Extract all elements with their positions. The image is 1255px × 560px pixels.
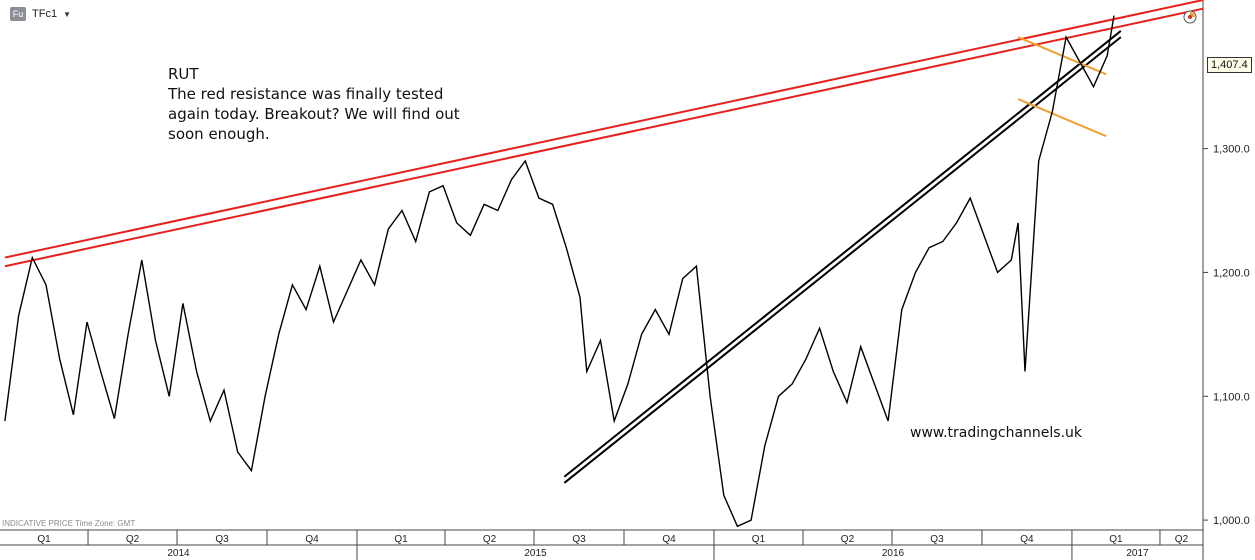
y-tick-label: 1,200.0 <box>1213 267 1250 279</box>
quarter-label: Q3 <box>215 534 229 545</box>
annotation-line-4: soon enough. <box>168 125 270 143</box>
year-label: 2016 <box>882 548 905 559</box>
year-label: 2014 <box>167 548 190 559</box>
quarter-label: Q1 <box>394 534 408 545</box>
support-line <box>563 30 1122 478</box>
resistance-line <box>4 0 1204 259</box>
quarter-label: Q4 <box>305 534 319 545</box>
time-axis: Q1 Q2 Q3 Q4 Q1 Q2 Q3 Q4 Q1 Q2 Q3 Q4 Q1 Q2 2014 2015 2016… <box>37 530 1189 560</box>
symbol-label[interactable]: TFc1 <box>32 8 58 20</box>
last-price-tag: 1,407.4 <box>1207 57 1252 73</box>
quarter-label: Q4 <box>1020 534 1034 545</box>
annotation-line-1: RUT <box>168 65 199 83</box>
quarter-label: Q2 <box>841 534 855 545</box>
flag-line <box>1017 98 1107 138</box>
chart-annotation: RUT The red resistance was finally teste… <box>168 64 460 144</box>
y-tick-label: 1,100.0 <box>1213 391 1250 403</box>
quarter-label: Q1 <box>1109 534 1123 545</box>
quarter-label: Q2 <box>1175 534 1189 545</box>
quarter-label: Q3 <box>572 534 586 545</box>
y-tick-label: 1,000.0 <box>1213 515 1250 527</box>
quarter-label: Q4 <box>662 534 676 545</box>
price-series-line <box>4 15 1115 528</box>
clock-icon[interactable] <box>1183 10 1197 24</box>
quarter-label: Q1 <box>37 534 51 545</box>
y-tick-label: 1,300.0 <box>1213 144 1250 156</box>
quarter-label: Q2 <box>483 534 497 545</box>
chart-toolbar: Fu TFc1 ▼ <box>10 7 71 21</box>
year-label: 2017 <box>1126 548 1149 559</box>
resistance-line <box>4 7 1204 268</box>
year-label: 2015 <box>524 548 547 559</box>
caret-down-icon[interactable]: ▼ <box>63 9 71 19</box>
instrument-type-badge[interactable]: Fu <box>10 7 26 21</box>
support-line <box>563 36 1122 484</box>
quarter-label: Q2 <box>126 534 140 545</box>
quarter-label: Q1 <box>752 534 766 545</box>
price-axis: 1,000.0 1,100.0 1,200.0 1,300.0 <box>1203 144 1250 527</box>
trendlines-layer <box>4 0 1204 484</box>
annotation-line-2: The red resistance was finally tested <box>168 85 444 103</box>
watermark-text: www.tradingchannels.uk <box>910 425 1082 441</box>
quarter-label: Q3 <box>930 534 944 545</box>
annotation-line-3: again today. Breakout? We will find out <box>168 105 460 123</box>
timezone-note: INDICATIVE PRICE Time Zone: GMT <box>2 519 136 528</box>
